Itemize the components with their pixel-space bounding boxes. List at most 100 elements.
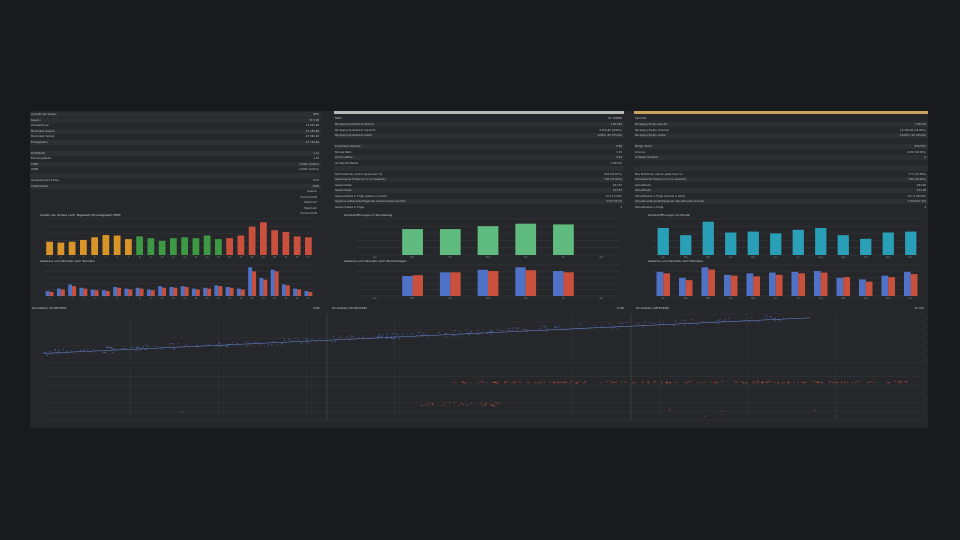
bar-profit xyxy=(656,271,664,296)
scatter-point xyxy=(458,335,460,337)
scatter-point xyxy=(610,381,612,382)
tick-label: 15 xyxy=(217,297,220,300)
bar-profit xyxy=(113,286,118,296)
tick-label: Nov xyxy=(886,256,891,259)
stat-row: Gewinntrade 817,52 xyxy=(334,183,624,188)
scatter-point xyxy=(416,335,418,336)
scatter-point xyxy=(254,342,256,344)
scatter-point xyxy=(614,327,616,328)
tick-label: 18 xyxy=(251,297,254,300)
scatter-point xyxy=(887,382,889,384)
scatter-point xyxy=(642,326,644,328)
bar-profit xyxy=(259,277,264,296)
scatter-point xyxy=(718,323,720,324)
tick-label: 2 xyxy=(71,256,73,259)
bar xyxy=(80,239,87,255)
scatter-point xyxy=(571,381,573,383)
scatter-point xyxy=(484,404,486,406)
scatter-point xyxy=(801,381,803,383)
scatter-point xyxy=(770,316,772,317)
tick-label: Jun xyxy=(773,256,778,259)
scatter-point xyxy=(387,337,389,339)
scatter-point xyxy=(661,382,663,384)
stat-sub-row: Durchschnitt xyxy=(30,195,321,200)
scatter3-value: -0,733 xyxy=(914,306,924,310)
scatter-point xyxy=(386,335,388,337)
tick-label: Sat xyxy=(599,297,603,300)
scatter-point xyxy=(778,382,780,384)
bar xyxy=(282,232,290,255)
stat-label: Rückgang Kontostand absolut xyxy=(335,123,374,126)
scatter-point xyxy=(106,346,108,348)
scatter-point xyxy=(904,381,906,382)
scatter-point xyxy=(576,381,578,383)
bar-profit xyxy=(293,288,298,296)
scatter-point xyxy=(102,351,104,353)
scatter-point xyxy=(765,382,768,383)
scatter-point xyxy=(696,324,698,326)
bar xyxy=(792,229,804,255)
stat-label: Rückgang Equity absolut xyxy=(635,123,668,126)
scatter-point xyxy=(821,382,823,384)
tick-label: 11 xyxy=(172,297,175,300)
stat-sub-row: Maximum xyxy=(30,206,321,211)
stat-value: -843,00 xyxy=(915,183,926,187)
tick-label: 8 xyxy=(139,297,141,300)
scatter-point xyxy=(828,381,831,383)
scatter-point xyxy=(674,320,677,322)
stat-row xyxy=(30,172,321,178)
scatter-point xyxy=(608,323,610,325)
bar-profit xyxy=(746,273,754,296)
scatter-point xyxy=(460,403,463,404)
scatter-point xyxy=(136,346,138,348)
scatter-point xyxy=(544,326,546,328)
bar-loss xyxy=(685,280,693,296)
bar-profit xyxy=(158,286,163,296)
scatter-point xyxy=(539,328,541,329)
bar-profit xyxy=(402,276,413,296)
scatter-point xyxy=(621,381,623,383)
scatter-point xyxy=(362,337,364,339)
tick-label: Sun xyxy=(373,256,378,259)
scatter-point xyxy=(766,381,768,383)
stat-row xyxy=(30,145,321,150)
scatter-point xyxy=(271,344,273,346)
scatter-point xyxy=(219,342,221,344)
stat-row: Maximaler Verlust -23 365,00 xyxy=(30,134,321,139)
stat-label: Gesamtanzahl Trades xyxy=(31,179,59,182)
scatter-point xyxy=(761,381,763,383)
tick-label: Sat xyxy=(599,256,603,259)
stat-row: Verluste aufeinanderfolgender Verlusttra… xyxy=(634,199,928,204)
scatter-point xyxy=(453,402,455,403)
scatter-point xyxy=(623,381,626,383)
stat-value: 4 025,55 xyxy=(610,161,622,165)
bar-loss xyxy=(525,270,537,296)
stat-value: 783 (51,60%) xyxy=(604,178,622,181)
bar-profit xyxy=(180,286,185,296)
scatter-point xyxy=(728,317,730,319)
stat-value: 801 (53,67%) xyxy=(604,172,622,176)
tick-label: 17 xyxy=(239,297,242,300)
scatter-point xyxy=(477,382,479,384)
tick-label: Apr xyxy=(729,256,733,259)
stat-label: Sell Positionen (davon gewonnen %) xyxy=(335,172,383,176)
tick-label: 19 xyxy=(262,297,265,300)
scatter-point xyxy=(767,381,769,383)
tick-label: 9 xyxy=(150,297,152,300)
stat-row: Gewinntrades in Folge 3 xyxy=(334,205,624,210)
stat-row: Buy Positionen (davon gewonnen %) 777 (47… xyxy=(634,172,928,177)
scatter-point xyxy=(543,382,545,383)
bar-profit xyxy=(169,286,174,296)
stat-value: 956,50% xyxy=(914,145,926,148)
scatter1-value: 0,85 xyxy=(313,306,320,310)
scatter-point xyxy=(145,344,147,346)
tick-label: 12 xyxy=(183,297,186,300)
bar xyxy=(293,236,301,255)
scatter-point xyxy=(714,382,716,384)
bar-loss xyxy=(285,285,290,296)
tick-label: 17 xyxy=(239,256,242,259)
scatter-point xyxy=(226,346,228,348)
scatter-point xyxy=(332,336,335,337)
scatter-point xyxy=(228,343,230,345)
scatter-point xyxy=(495,402,497,404)
